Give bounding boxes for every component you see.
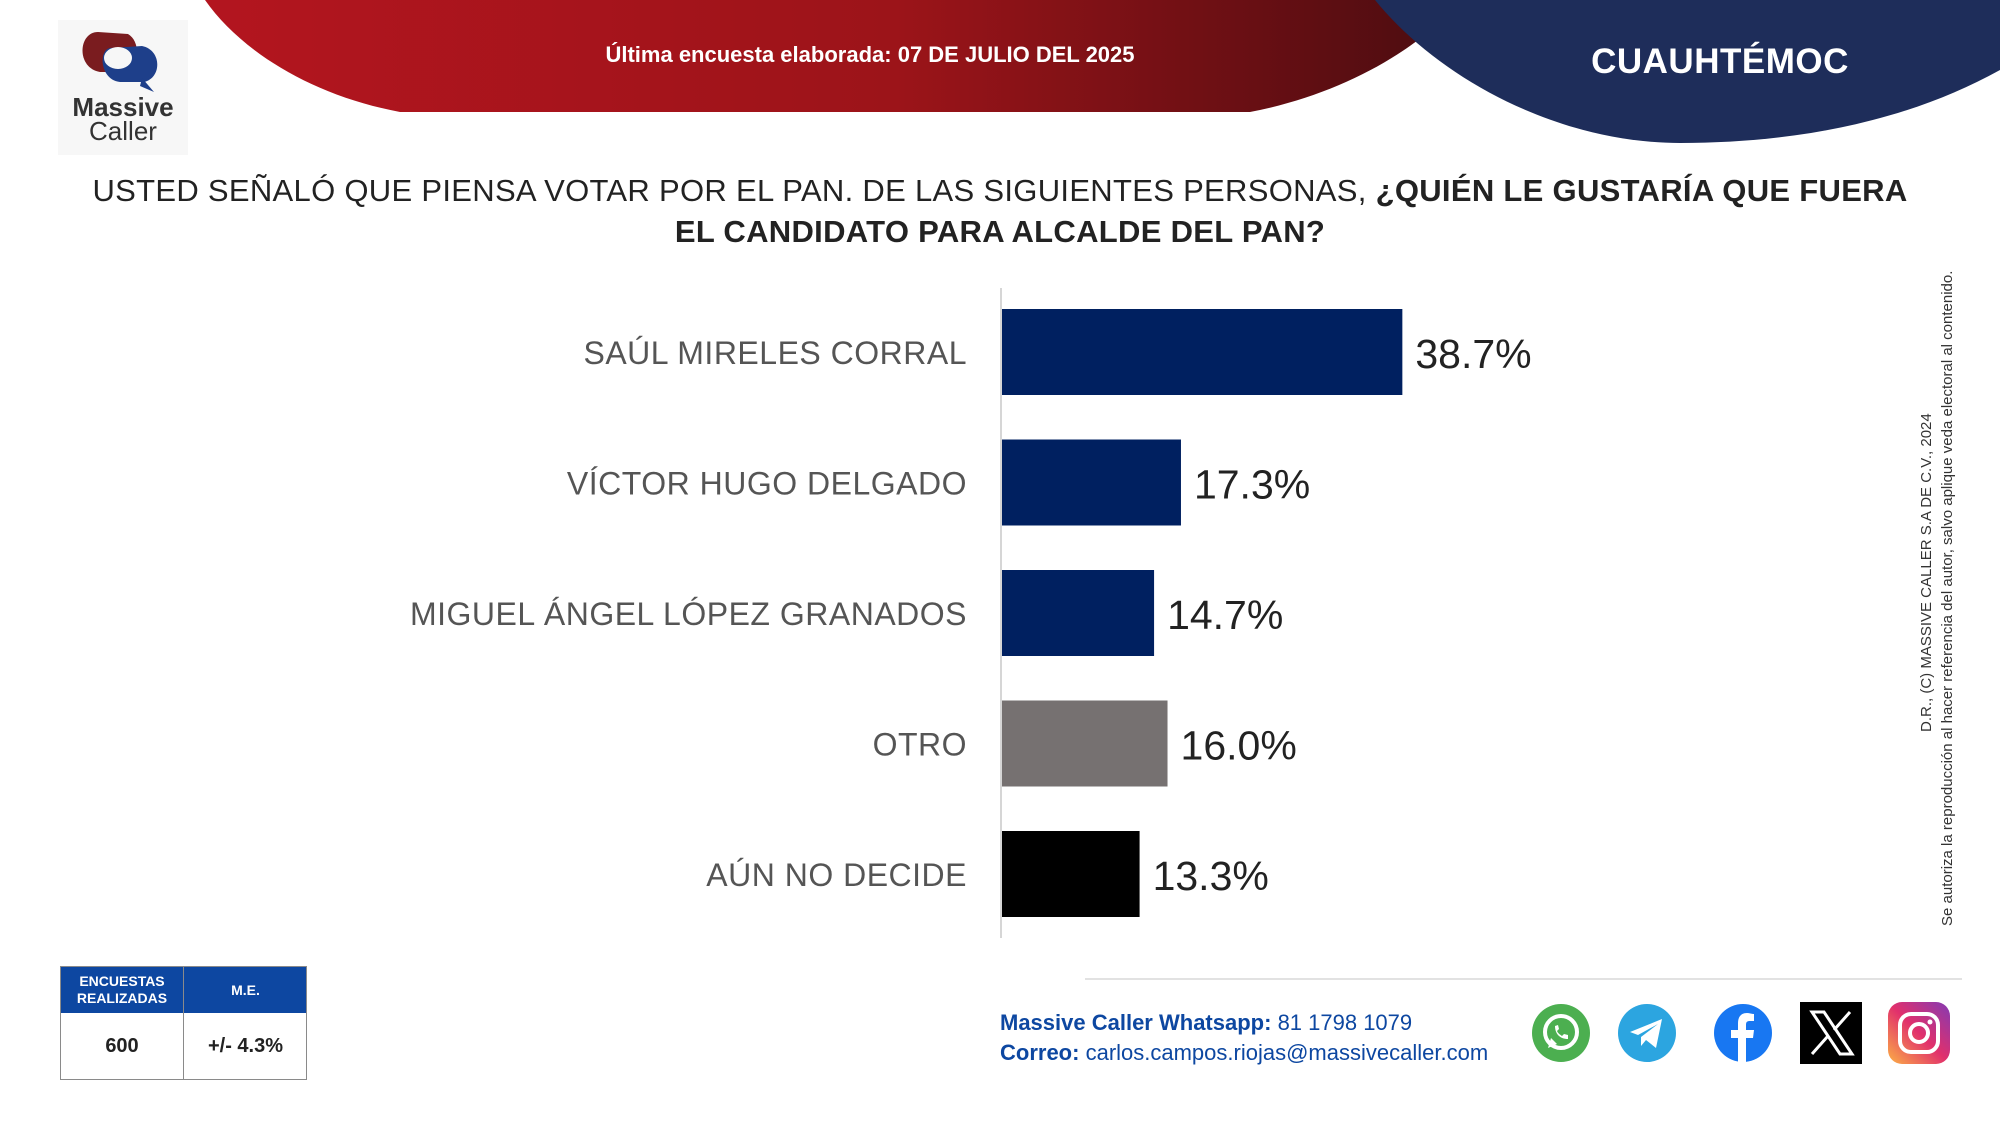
surveys-header: ENCUESTAS REALIZADAS: [76, 973, 168, 1006]
stats-value-row: 600 +/- 4.3%: [61, 1013, 306, 1079]
value-label-4: 13.3%: [1153, 853, 1269, 899]
bar-4: [1002, 831, 1140, 917]
copyright-notice: D.R., (C) MASSIVE CALLER S.A DE C.V., 20…: [1918, 232, 1956, 932]
table-divider: [183, 967, 184, 1079]
last-survey-date: 07 DE JULIO DEL 2025: [897, 42, 1135, 67]
header-navy-banner: [1375, 0, 2000, 143]
telegram-icon[interactable]: [1616, 1002, 1678, 1064]
value-label-3: 16.0%: [1181, 723, 1297, 769]
region-title: CUAUHTÉMOC: [1591, 42, 1849, 81]
copyright-line1: D.R., (C) MASSIVE CALLER S.A DE C.V., 20…: [1918, 413, 1935, 732]
category-label-1: VÍCTOR HUGO DELGADO: [567, 466, 967, 502]
whatsapp-label: Massive Caller Whatsapp:: [1000, 1010, 1272, 1035]
question-bold: ¿QUIÉN LE GUSTARÍA QUE FUERA EL CANDIDAT…: [674, 173, 1908, 249]
category-label-2: MIGUEL ÁNGEL LÓPEZ GRANADOS: [410, 596, 967, 632]
whatsapp-number[interactable]: 81 1798 1079: [1277, 1010, 1413, 1035]
question-title: USTED SEÑALÓ QUE PIENSA VOTAR POR EL PAN…: [80, 170, 1920, 252]
surveys-value: 600: [105, 1034, 139, 1057]
instagram-icon[interactable]: [1888, 1002, 1950, 1064]
value-label-2: 14.7%: [1167, 592, 1283, 638]
me-header: M.E.: [231, 981, 260, 998]
logo-text-massive: Massive: [72, 92, 174, 122]
value-label-0: 38.7%: [1415, 331, 1531, 377]
category-label-0: SAÚL MIRELES CORRAL: [583, 335, 967, 371]
question-normal: USTED SEÑALÓ QUE PIENSA VOTAR POR EL PAN…: [92, 173, 1376, 208]
bar-3: [1002, 700, 1168, 787]
header-red-banner: [205, 0, 1460, 112]
category-label-4: AÚN NO DECIDE: [706, 857, 967, 893]
contact-info: Massive Caller Whatsapp: 81 1798 1079 Co…: [1000, 1008, 1488, 1068]
last-survey-text: Última encuesta elaborada: 07 DE JULIO D…: [560, 42, 1180, 68]
footer-divider: [1085, 978, 1962, 980]
bar-1: [1002, 439, 1181, 526]
last-survey-label: Última encuesta elaborada:: [605, 42, 892, 67]
massive-caller-logo: [58, 20, 188, 155]
whatsapp-icon[interactable]: [1530, 1002, 1592, 1064]
x-icon[interactable]: [1800, 1002, 1862, 1064]
email-label: Correo:: [1000, 1040, 1080, 1065]
me-value: +/- 4.3%: [207, 1034, 284, 1057]
value-label-1: 17.3%: [1194, 462, 1310, 508]
copyright-line2: Se autoriza la reproducción al hacer ref…: [1939, 271, 1956, 926]
category-label-3: OTRO: [873, 727, 967, 763]
stats-table: ENCUESTAS REALIZADAS M.E. 600 +/- 4.3%: [60, 966, 307, 1080]
bar-0: [1002, 309, 1403, 395]
facebook-icon[interactable]: [1712, 1002, 1774, 1064]
logo-text-caller: Caller: [89, 116, 157, 146]
email-address[interactable]: carlos.campos.riojas@massivecaller.com: [1085, 1040, 1489, 1065]
bar-2: [1002, 570, 1155, 656]
header-background: [205, 0, 2000, 143]
